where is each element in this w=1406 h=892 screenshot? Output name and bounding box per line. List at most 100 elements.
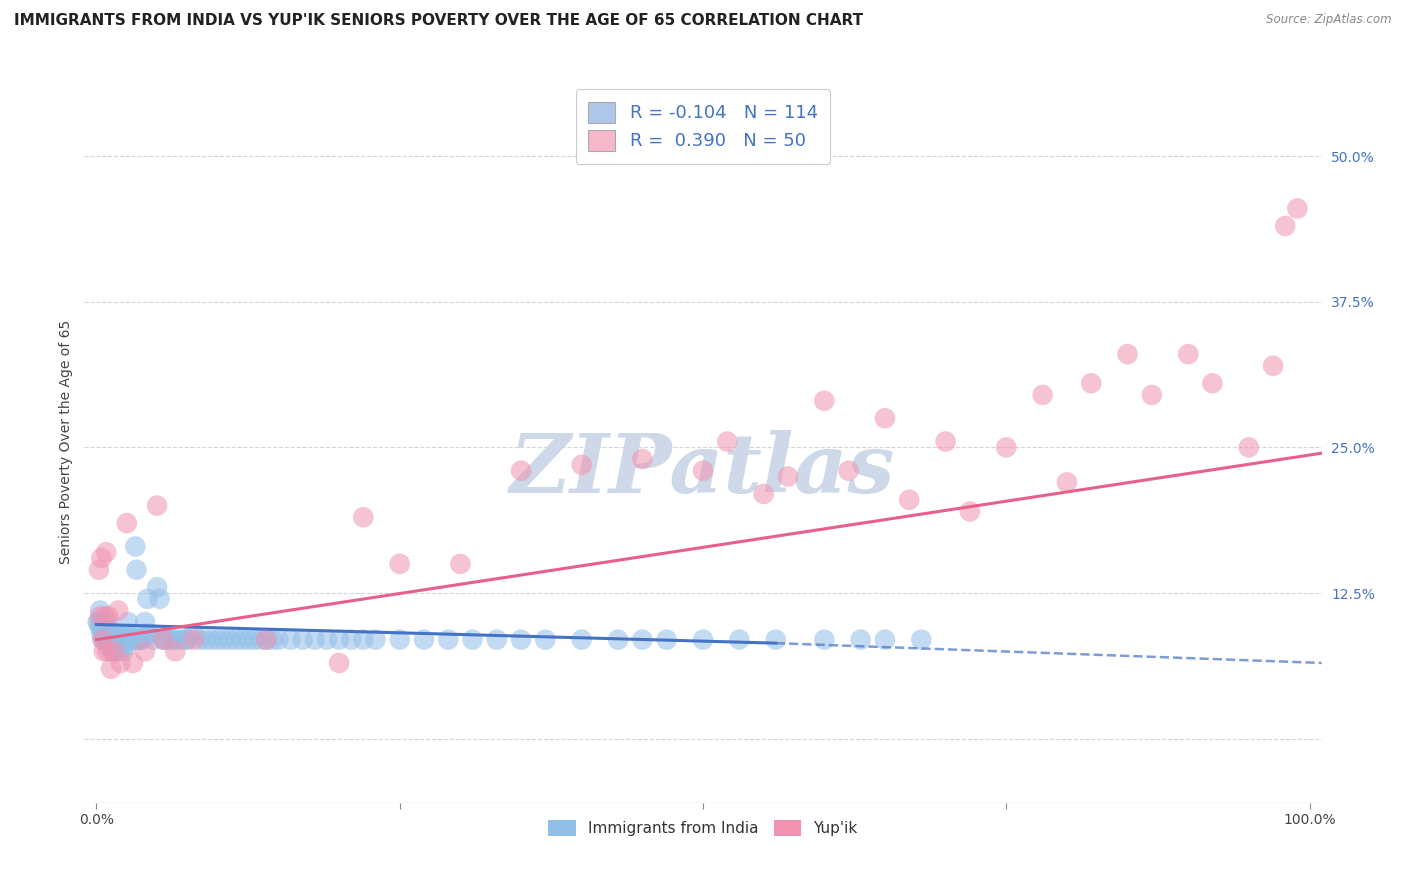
Point	[98, 632, 121, 647]
Point	[110, 627, 132, 641]
Point	[236, 632, 259, 647]
Point	[90, 627, 112, 641]
Point	[114, 632, 136, 647]
Point	[1237, 441, 1260, 455]
Point	[364, 632, 387, 647]
Point	[90, 551, 112, 566]
Point	[267, 632, 290, 647]
Point	[1116, 347, 1139, 361]
Point	[152, 632, 174, 647]
Point	[898, 492, 921, 507]
Point	[813, 393, 835, 408]
Point	[91, 621, 114, 635]
Point	[96, 545, 118, 559]
Point	[631, 452, 654, 467]
Point	[89, 621, 111, 635]
Point	[136, 591, 159, 606]
Point	[87, 615, 110, 630]
Point	[1201, 376, 1223, 391]
Point	[188, 632, 211, 647]
Point	[510, 632, 533, 647]
Point	[254, 632, 277, 647]
Point	[96, 644, 118, 658]
Point	[183, 632, 205, 647]
Point	[138, 627, 160, 641]
Point	[104, 644, 127, 658]
Point	[100, 627, 122, 641]
Point	[129, 632, 152, 647]
Legend: Immigrants from India, Yup'ik: Immigrants from India, Yup'ik	[543, 814, 863, 842]
Point	[485, 632, 508, 647]
Point	[728, 632, 751, 647]
Point	[304, 632, 326, 647]
Point	[122, 632, 145, 647]
Point	[631, 632, 654, 647]
Point	[103, 632, 125, 647]
Point	[765, 632, 787, 647]
Point	[139, 627, 162, 641]
Point	[340, 632, 363, 647]
Point	[176, 632, 198, 647]
Point	[243, 632, 266, 647]
Point	[97, 639, 120, 653]
Point	[534, 632, 557, 647]
Point	[142, 632, 165, 647]
Point	[162, 632, 184, 647]
Point	[146, 580, 169, 594]
Point	[249, 632, 271, 647]
Point	[96, 632, 118, 647]
Point	[571, 458, 593, 472]
Point	[152, 632, 174, 647]
Point	[118, 632, 141, 647]
Point	[111, 639, 134, 653]
Point	[100, 639, 122, 653]
Point	[201, 632, 224, 647]
Point	[910, 632, 932, 647]
Point	[388, 632, 411, 647]
Point	[108, 632, 131, 647]
Point	[1032, 388, 1054, 402]
Point	[115, 516, 138, 530]
Point	[328, 656, 350, 670]
Point	[94, 609, 117, 624]
Point	[157, 632, 180, 647]
Point	[146, 499, 169, 513]
Point	[194, 632, 217, 647]
Point	[212, 632, 235, 647]
Point	[90, 615, 112, 630]
Point	[1177, 347, 1199, 361]
Point	[91, 632, 114, 647]
Point	[388, 557, 411, 571]
Point	[1140, 388, 1163, 402]
Point	[89, 603, 111, 617]
Point	[413, 632, 436, 647]
Point	[107, 603, 129, 617]
Point	[93, 644, 115, 658]
Point	[91, 632, 114, 647]
Point	[352, 632, 374, 647]
Point	[165, 632, 187, 647]
Point	[225, 632, 247, 647]
Point	[107, 644, 129, 658]
Point	[838, 464, 860, 478]
Point	[291, 632, 314, 647]
Point	[1080, 376, 1102, 391]
Point	[174, 632, 197, 647]
Point	[97, 621, 120, 635]
Point	[155, 632, 177, 647]
Point	[97, 632, 120, 647]
Point	[692, 464, 714, 478]
Point	[231, 632, 253, 647]
Point	[112, 632, 135, 647]
Point	[873, 411, 896, 425]
Point	[122, 632, 145, 647]
Point	[122, 656, 145, 670]
Point	[103, 644, 125, 658]
Point	[1274, 219, 1296, 233]
Point	[692, 632, 714, 647]
Point	[93, 615, 115, 630]
Y-axis label: Seniors Poverty Over the Age of 65: Seniors Poverty Over the Age of 65	[59, 319, 73, 564]
Point	[105, 644, 128, 658]
Point	[328, 632, 350, 647]
Point	[121, 632, 143, 647]
